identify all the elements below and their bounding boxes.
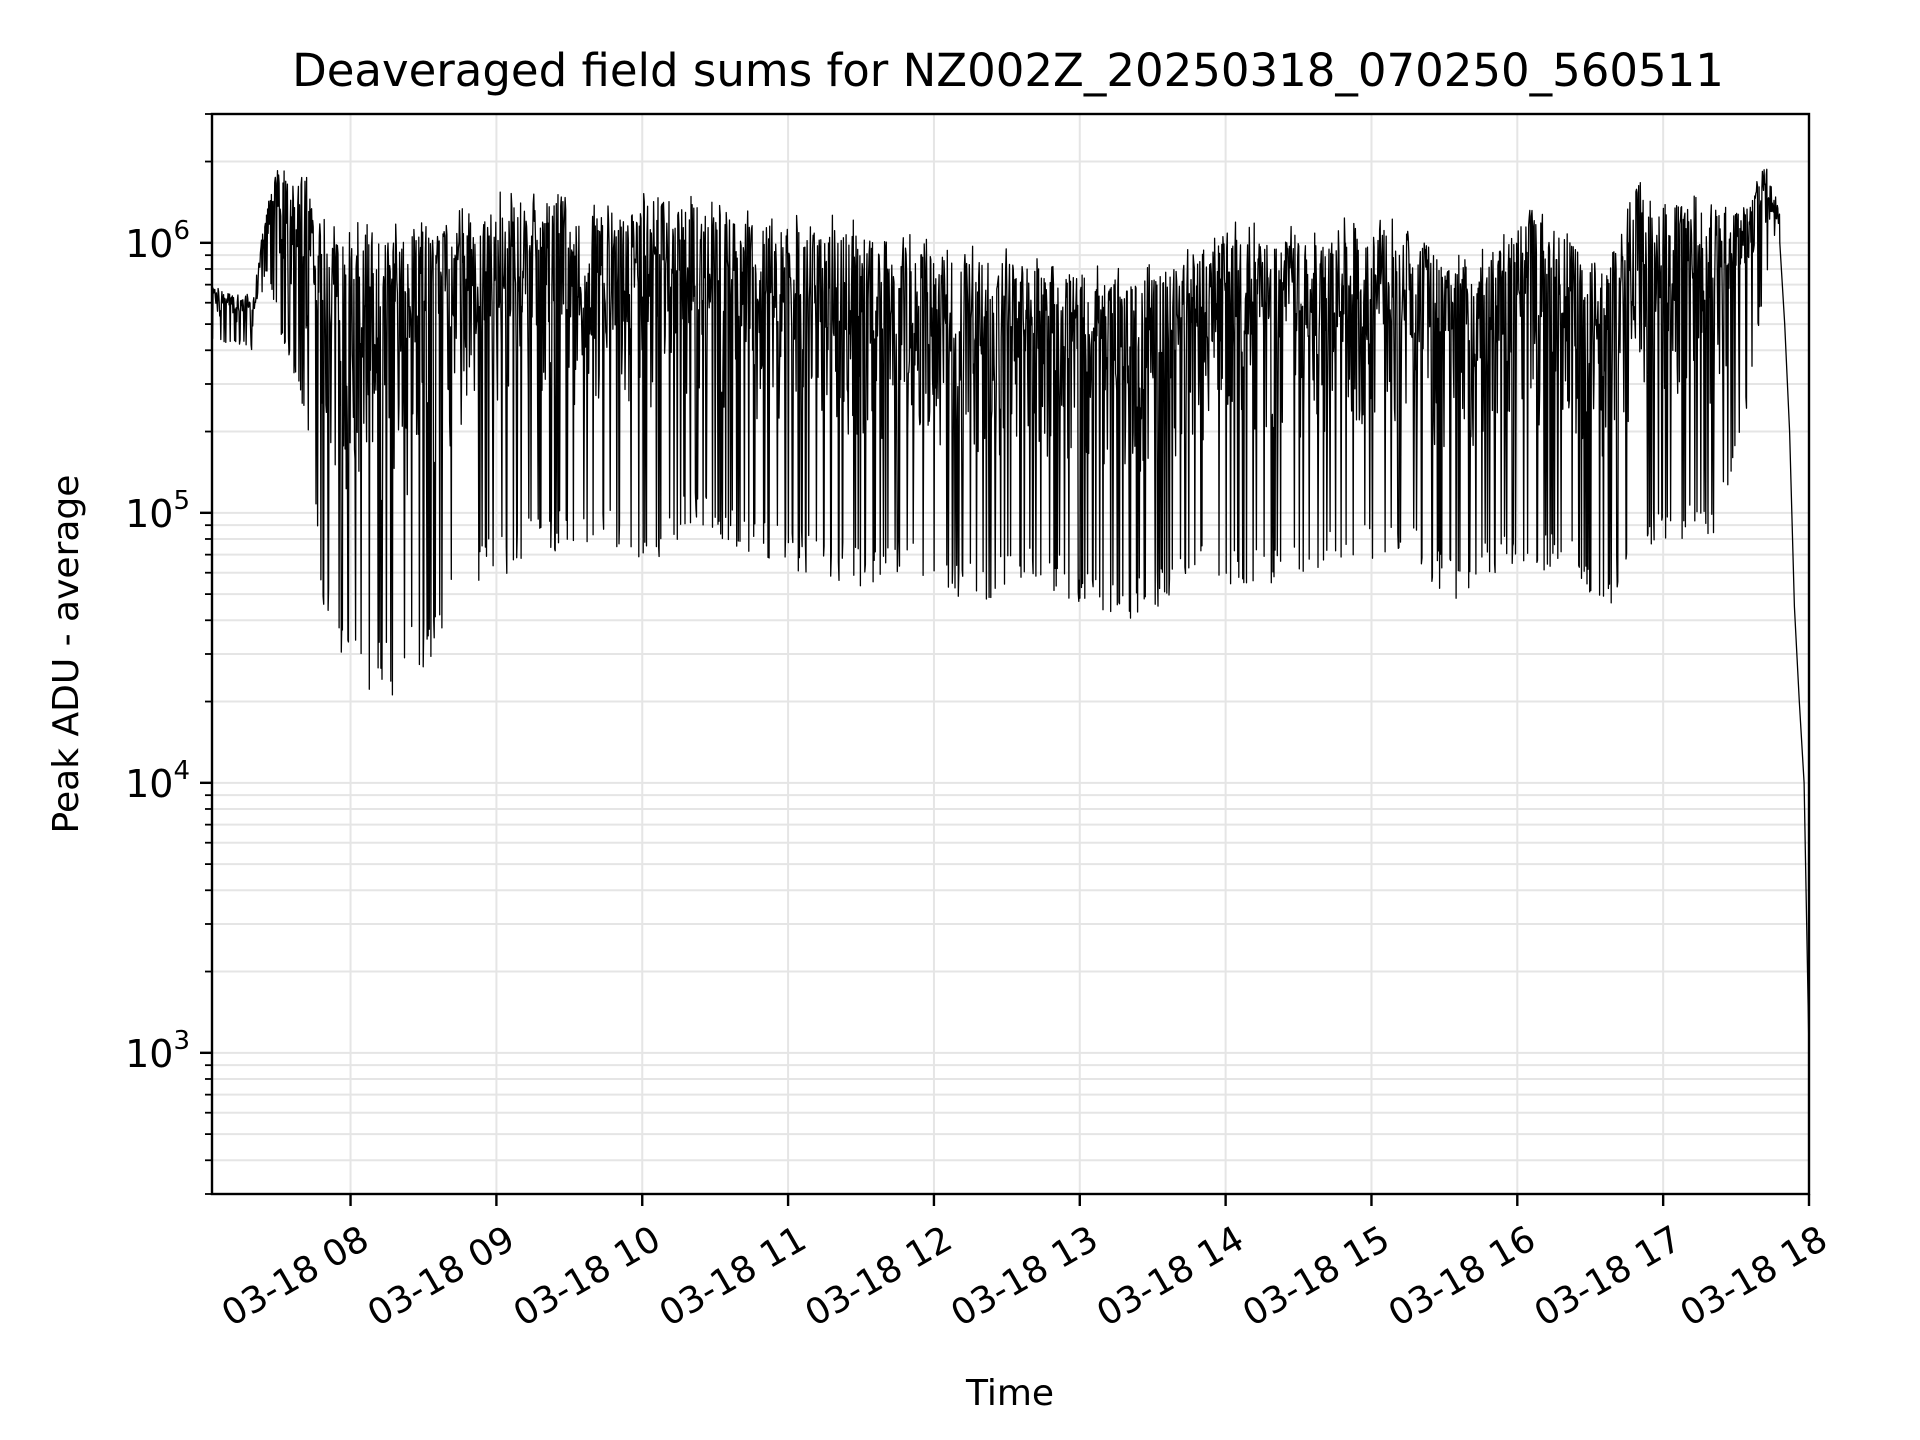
plot-area	[211, 168, 1810, 1194]
y-tick-exponent: 3	[173, 1026, 190, 1056]
chart-title: Deaveraged field sums for NZ002Z_2025031…	[292, 44, 1724, 97]
y-tick-base: 10	[125, 222, 173, 266]
series-path	[211, 168, 1810, 1194]
y-tick-exponent: 6	[173, 216, 190, 246]
y-tick-exponent: 5	[173, 486, 190, 516]
series-line	[211, 168, 1810, 1194]
x-axis-label: Time	[965, 1373, 1054, 1414]
y-tick-base: 10	[125, 762, 173, 806]
y-tick-label: 104	[125, 756, 190, 806]
y-tick-label: 106	[125, 216, 190, 266]
y-tick-base: 10	[125, 1032, 173, 1076]
y-tick-exponent: 4	[173, 756, 190, 786]
y-tick-label: 103	[125, 1026, 190, 1076]
y-tick-label: 105	[125, 486, 190, 536]
y-axis-label: Peak ADU - average	[46, 475, 87, 834]
y-tick-base: 10	[125, 492, 173, 536]
